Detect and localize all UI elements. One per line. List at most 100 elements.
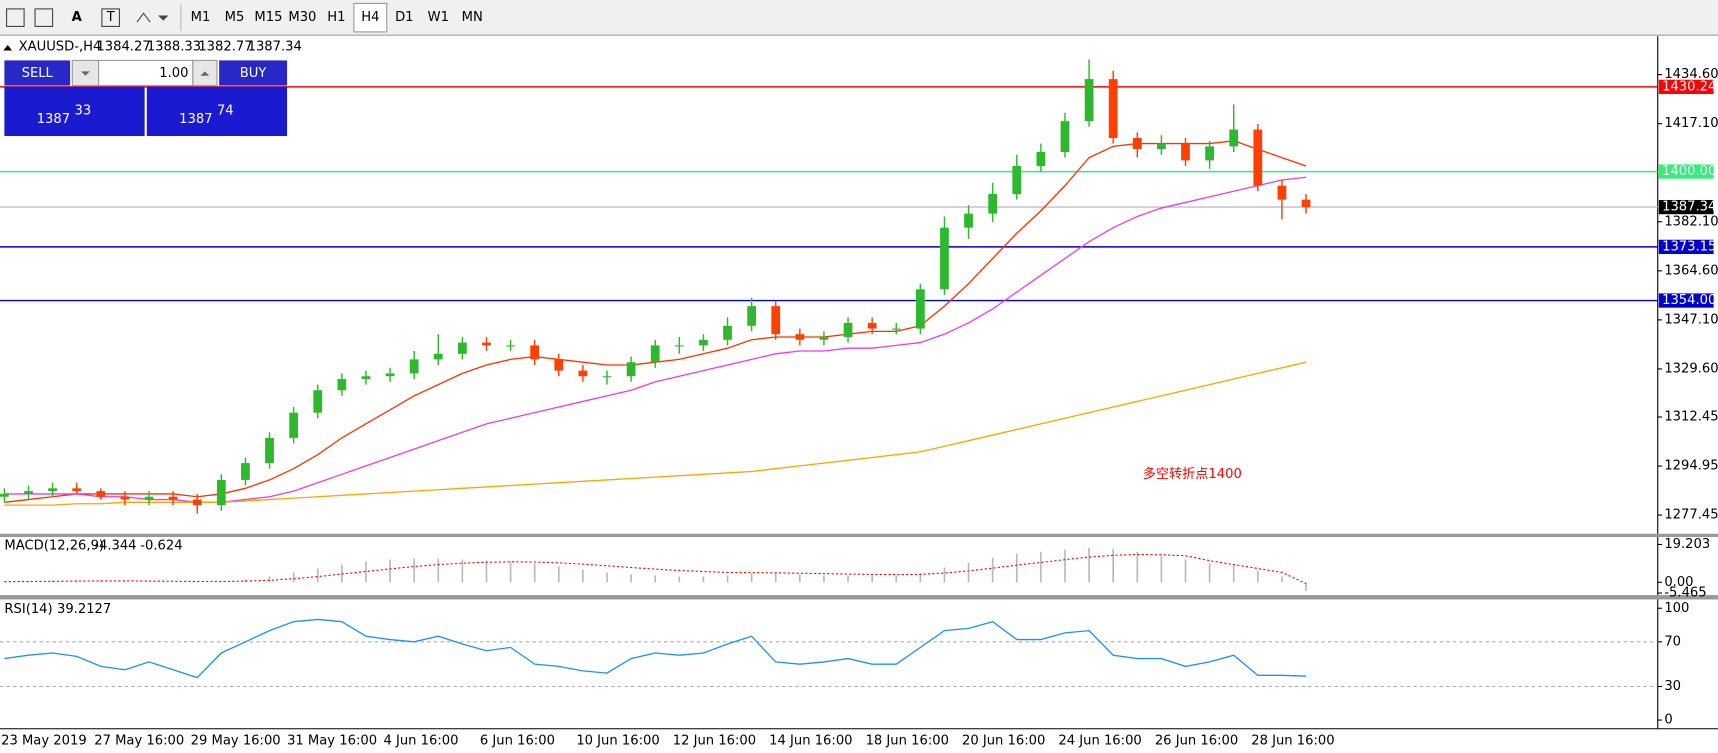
ask-pips: 74 [217, 103, 234, 118]
candle-body [457, 342, 467, 354]
ohlc-low: 1382.77 [198, 40, 252, 55]
tool-label[interactable]: A [72, 10, 83, 25]
y-tick-label: 30 [1664, 679, 1681, 694]
tool-label[interactable]: T [106, 10, 116, 25]
candle-body [988, 194, 998, 214]
annotation: 多空转折点1400 [1143, 465, 1242, 482]
timeframe[interactable]: H4 [361, 10, 379, 25]
tool-icons [6, 4, 182, 31]
level-label-bg [1658, 239, 1714, 254]
y-tick-label: 1382.10 [1664, 214, 1718, 229]
timeframe-active[interactable] [353, 2, 388, 33]
text-icon[interactable] [101, 8, 120, 27]
candle-body [216, 479, 226, 506]
y-tick-label: -5.465 [1664, 586, 1706, 601]
timeframe[interactable]: MN [462, 10, 483, 25]
y-tick-label: 1417.10 [1664, 116, 1718, 131]
x-tick-label: 27 May 16:00 [94, 733, 184, 748]
toolbar [0, 0, 1718, 36]
candle-body [72, 488, 82, 492]
ohlc-open: 1384.27 [96, 40, 150, 55]
candle-body [1012, 166, 1022, 195]
grid-icon[interactable] [34, 8, 54, 27]
candle-body [795, 334, 805, 340]
bid-big: 1387 [37, 112, 70, 127]
x-tick-label: 6 Jun 16:00 [480, 733, 555, 748]
timeframe[interactable]: W1 [428, 10, 449, 25]
candle-body [1108, 79, 1118, 138]
candle-body [1036, 151, 1046, 167]
sell-label[interactable]: SELL [22, 66, 54, 81]
candle-body [409, 359, 419, 374]
candle-body [602, 376, 612, 378]
candle-body [0, 493, 9, 497]
indicator-value: -4.344 [94, 538, 136, 553]
symbol: XAUUSD-,H4 [19, 40, 102, 55]
panel-separator [0, 595, 1718, 600]
y-tick-label: 100 [1664, 601, 1689, 616]
rsi-line [4, 618, 1307, 679]
arrows-icon[interactable] [136, 12, 151, 23]
candle-body [361, 376, 371, 380]
y-tick-label: 1277.45 [1664, 508, 1718, 523]
indicator-title: MACD(12,26,9) [4, 538, 104, 553]
level-label: 1373.15 [1662, 239, 1716, 254]
timeframe[interactable]: M30 [288, 10, 316, 25]
lot-value[interactable]: 1.00 [159, 66, 188, 81]
candle-body [337, 379, 347, 391]
x-tick-label: 24 Jun 16:00 [1058, 733, 1141, 748]
y-tick-label: 19.203 [1664, 537, 1710, 552]
candle-body [144, 496, 154, 500]
dropdown[interactable] [158, 15, 169, 21]
lot-input[interactable] [98, 59, 194, 87]
candle-body [1253, 129, 1263, 186]
candle-body [433, 353, 443, 360]
candle-body [168, 496, 178, 500]
x-tick-label: 29 May 16:00 [191, 733, 281, 748]
candle-body [482, 342, 491, 346]
timeframe[interactable]: H1 [327, 10, 345, 25]
ohlc-close: 1387.34 [248, 40, 302, 55]
buy-label[interactable]: BUY [240, 66, 268, 81]
candle-body [192, 499, 202, 506]
candle-body [1229, 129, 1239, 147]
candle-body [1277, 185, 1287, 200]
candle-body [891, 328, 901, 330]
candle-body [650, 345, 660, 363]
timeframe[interactable]: M1 [191, 10, 211, 25]
candle-body [723, 325, 732, 340]
x-tick-label: 12 Jun 16:00 [673, 733, 756, 748]
candle-body [265, 437, 274, 464]
candle-body [964, 213, 973, 228]
crosshair-icon[interactable] [6, 8, 25, 27]
candle-body [385, 373, 395, 377]
timeframe[interactable]: M5 [225, 10, 245, 25]
timeframe[interactable]: M15 [254, 10, 282, 25]
y-tick-label: 1434.60 [1664, 67, 1718, 82]
bid-box[interactable] [4, 86, 145, 137]
candle-body [1205, 146, 1214, 161]
ask-big: 1387 [179, 112, 212, 127]
x-tick-label: 26 Jun 16:00 [1155, 733, 1238, 748]
sell-button[interactable] [4, 60, 71, 86]
candle-body [674, 345, 684, 347]
level-label-bg [1658, 199, 1714, 215]
x-tick-label: 31 May 16:00 [287, 733, 377, 748]
candle-body [1132, 137, 1142, 150]
ask-box[interactable] [146, 86, 288, 137]
timeframe[interactable]: D1 [395, 10, 413, 25]
candle-body [313, 390, 323, 413]
level-label: 1400.00 [1662, 164, 1716, 179]
x-tick-label: 14 Jun 16:00 [769, 733, 852, 748]
indicator-title: RSI(14) [4, 602, 52, 617]
x-tick-label: 23 May 2019 [1, 733, 87, 748]
arrow [81, 71, 90, 76]
level-label-bg [1658, 79, 1714, 94]
collapse-icon[interactable] [3, 45, 13, 51]
buy-button[interactable] [219, 60, 288, 86]
candle-body [626, 362, 636, 377]
indicator-value: -0.624 [140, 538, 182, 553]
x-tick-label: 4 Jun 16:00 [383, 733, 458, 748]
